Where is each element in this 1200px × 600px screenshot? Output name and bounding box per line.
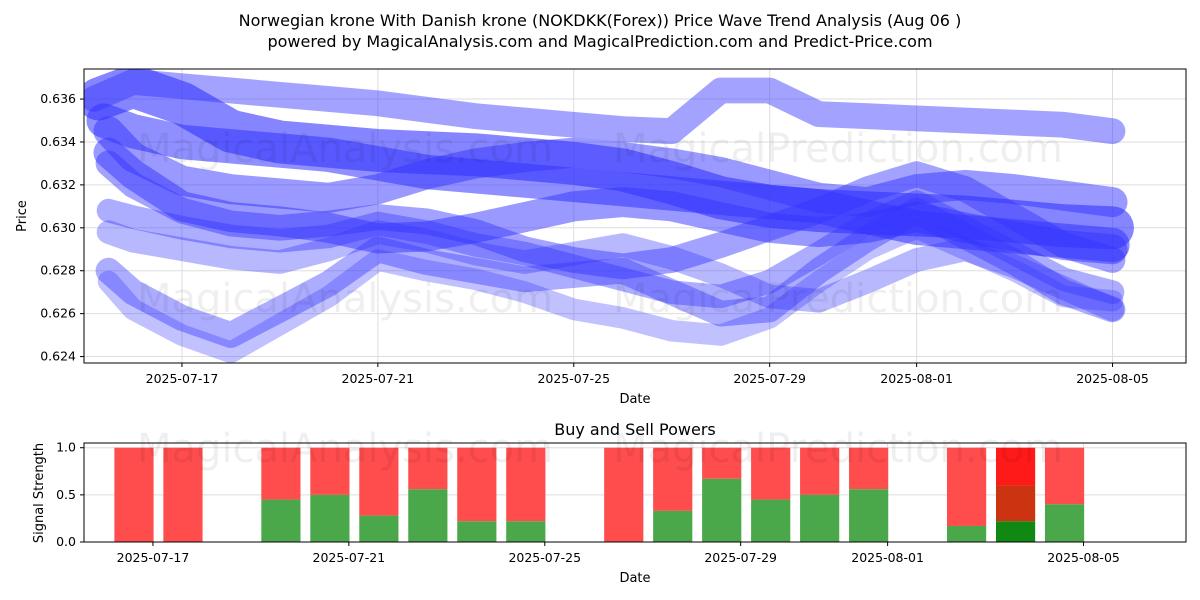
watermark-analysis-top: MagicalAnalysis.com [137, 126, 553, 172]
wave-band-wave-5 [93, 137, 1128, 265]
price-x-label: Date [619, 392, 650, 407]
price-x-tick-label: 2025-07-25 [537, 371, 610, 386]
power-y-tick-label: 0.5 [56, 487, 76, 502]
power-x-tick-label: 2025-07-25 [508, 550, 581, 565]
sell-power-bar [359, 447, 399, 516]
sell-power-bar [457, 447, 497, 522]
price-plot-frame [83, 68, 1187, 364]
power-bars [114, 447, 1085, 542]
price-x-tick-label: 2025-08-01 [880, 371, 953, 386]
power-title: Buy and Sell Powers [554, 420, 716, 439]
watermark-prediction-top: MagicalPrediction.com [613, 126, 1063, 172]
sell-power-bar [261, 447, 301, 500]
wave-band-wave-1 [84, 69, 1126, 145]
price-panel: MagicalAnalysis.com MagicalPrediction.co… [15, 68, 1187, 407]
wave-band-wave-10 [97, 217, 1124, 363]
power-panel: Buy and Sell Powers MagicalAnalysis.com … [32, 420, 1187, 586]
buy-power-bar [751, 499, 791, 542]
wave-band-wave-7 [96, 190, 1125, 309]
sell-power-bar [800, 447, 840, 495]
sell-power-bar [751, 447, 791, 500]
buy-power-bar [310, 494, 350, 542]
buy-power-bar [457, 521, 497, 542]
buy-power-bar [261, 499, 301, 542]
power-y-label: Signal Strength [32, 443, 47, 543]
sell-power-bar [1044, 447, 1085, 505]
buy-power-bar [359, 515, 399, 542]
price-y-tick-label: 0.634 [40, 134, 76, 149]
sell-power-bar [702, 447, 742, 479]
watermark-analysis-mid: MagicalAnalysis.com [137, 276, 553, 322]
chart-subtitle: powered by MagicalAnalysis.com and Magic… [267, 32, 932, 51]
wave-band-wave-6 [95, 150, 1126, 280]
power-axes: 2025-07-17 2025-07-21 2025-07-25 2025-07-29… [56, 440, 1120, 565]
power-y-tick-label: 1.0 [56, 440, 76, 455]
buy-power-bar [995, 521, 1036, 542]
power-x-tick-label: 2025-08-05 [1047, 550, 1120, 565]
watermark-prediction-bottom: MagicalPrediction.com [613, 426, 1063, 472]
wave-band-wave-8 [96, 220, 1125, 322]
buy-power-bar [702, 478, 742, 542]
power-x-tick-label: 2025-07-29 [704, 550, 777, 565]
sell-power-bar-mid [995, 485, 1036, 522]
price-y-tick-label: 0.632 [40, 177, 76, 192]
buy-power-bar [653, 510, 693, 542]
buy-power-bar [849, 489, 889, 542]
sell-power-bar [506, 447, 546, 522]
sell-power-bar [114, 447, 154, 542]
power-plot-frame [83, 442, 1187, 543]
wave-band-wave-4 [93, 116, 1128, 218]
price-axes: 2025-07-17 2025-07-21 2025-07-25 2025-07-29… [40, 91, 1149, 386]
sell-power-bar [604, 447, 644, 542]
sell-power-bar [408, 447, 448, 490]
power-x-tick-label: 2025-07-17 [117, 550, 190, 565]
power-x-tick-label: 2025-08-01 [851, 550, 924, 565]
price-y-tick-label: 0.630 [40, 220, 76, 235]
price-x-tick-label: 2025-08-05 [1076, 371, 1149, 386]
power-x-label: Date [619, 571, 650, 586]
power-y-tick-label: 0.0 [56, 534, 76, 549]
buy-power-bar [408, 489, 448, 542]
price-y-tick-label: 0.628 [40, 263, 76, 278]
sell-power-bar [653, 447, 693, 511]
watermark-prediction-mid: MagicalPrediction.com [613, 276, 1063, 322]
price-y-tick-label: 0.626 [40, 306, 76, 321]
price-x-tick-label: 2025-07-17 [146, 371, 219, 386]
price-x-tick-label: 2025-07-29 [733, 371, 806, 386]
price-x-tick-label: 2025-07-21 [342, 371, 415, 386]
price-waves [84, 69, 1134, 363]
sell-power-bar [310, 447, 350, 495]
power-x-tick-label: 2025-07-21 [313, 550, 386, 565]
price-y-tick-label: 0.624 [40, 349, 76, 364]
buy-power-bar [947, 525, 987, 542]
sell-power-bar [947, 447, 987, 526]
watermark-analysis-bottom: MagicalAnalysis.com [137, 426, 553, 472]
price-y-tick-label: 0.636 [40, 91, 76, 106]
sell-power-bar [849, 447, 889, 490]
buy-power-bar [800, 494, 840, 542]
chart-title: Norwegian krone With Danish krone (NOKDK… [239, 11, 962, 30]
sell-power-bar [163, 447, 203, 542]
sell-power-bar [995, 447, 1036, 486]
buy-power-bar [1044, 504, 1085, 542]
price-y-label: Price [15, 200, 30, 232]
buy-power-bar [506, 521, 546, 542]
wave-band-wave-9 [95, 197, 1126, 349]
